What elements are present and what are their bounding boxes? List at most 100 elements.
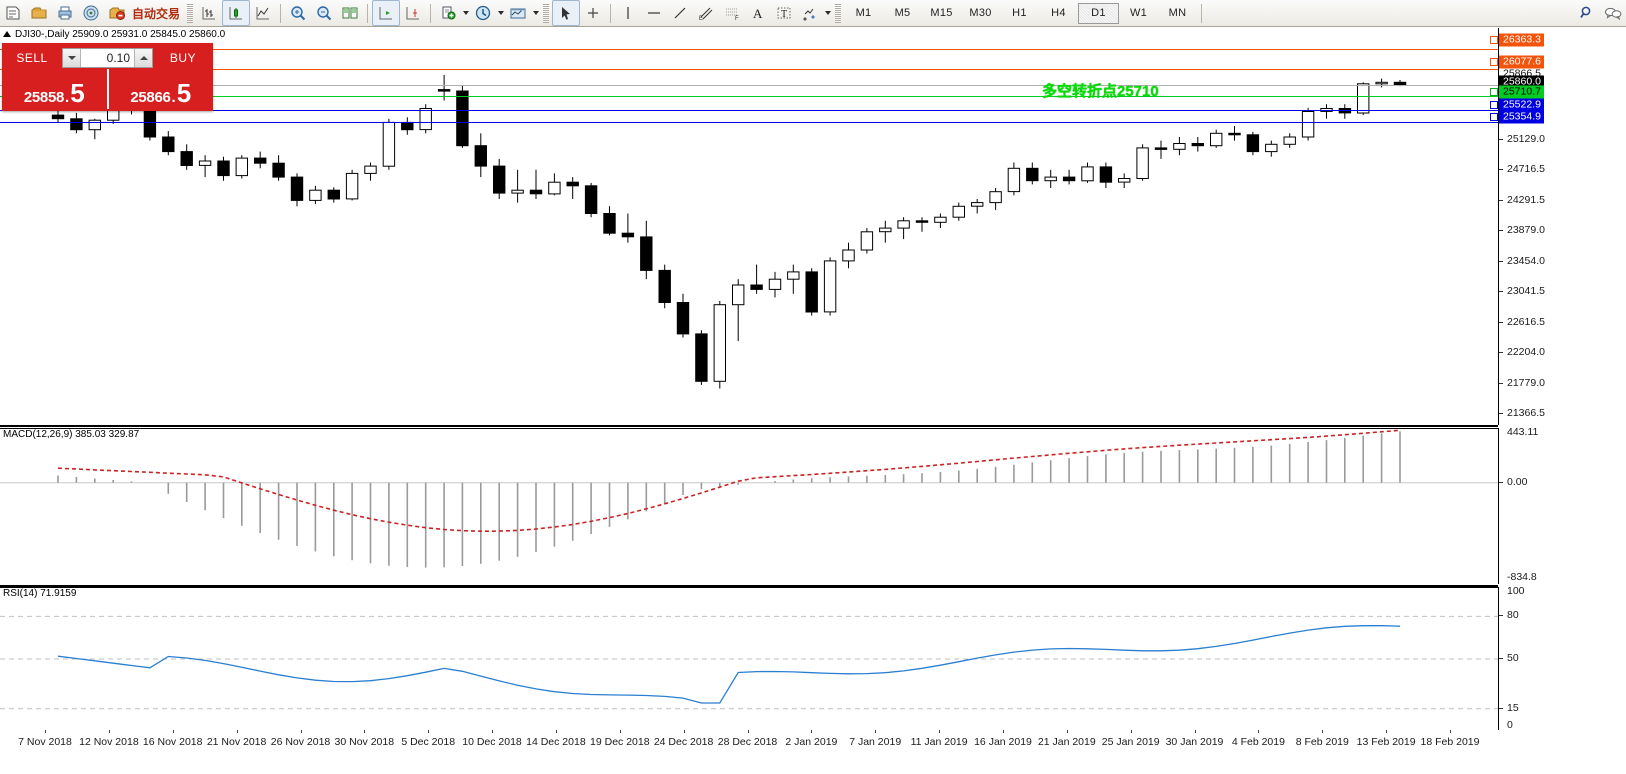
sell-button[interactable]: SELL (16, 50, 48, 65)
line-chart-icon[interactable] (250, 1, 276, 25)
one-click-trading-panel[interactable]: SELL 0.10 BUY 25858 . 5 25866 . 5 (2, 43, 213, 111)
templates-icon[interactable] (435, 1, 461, 25)
sell-price-box[interactable]: 25858 . 5 (2, 69, 107, 109)
expert-advisor-icon[interactable] (104, 1, 130, 25)
zoom-in-icon[interactable] (285, 1, 311, 25)
price-tick-label: 23041.5 (1507, 284, 1545, 297)
buy-button[interactable]: BUY (169, 50, 197, 65)
buy-price-box[interactable]: 25866 . 5 (106, 69, 214, 109)
timeframe-mn[interactable]: MN (1168, 7, 1187, 19)
price-tick-label: 24716.5 (1507, 162, 1545, 175)
trendline-icon[interactable] (667, 1, 693, 25)
level-line-pivot[interactable] (0, 96, 1498, 98)
cursor-icon[interactable] (552, 0, 581, 26)
toolbar-grip[interactable] (187, 3, 194, 23)
level-line-last-price[interactable] (0, 85, 1498, 87)
periodicity-icon[interactable] (470, 1, 496, 25)
chat-icon[interactable] (1600, 1, 1626, 25)
macd-pane[interactable] (0, 428, 1498, 587)
level-line-resistance-1[interactable] (0, 69, 1498, 71)
radar-icon[interactable] (78, 1, 104, 25)
shapes-icon[interactable] (797, 1, 823, 25)
timeframe-m15[interactable]: M15 (930, 7, 953, 19)
candlestick-chart-icon[interactable] (222, 0, 251, 26)
bid-flag[interactable]: 25860.0 (1499, 75, 1544, 89)
level-line-support-2[interactable] (0, 122, 1498, 123)
new-order-icon[interactable] (0, 1, 26, 25)
crosshair-icon[interactable] (580, 1, 606, 25)
volume-increase-button[interactable] (134, 48, 152, 67)
timeframe-h1[interactable]: H1 (1012, 7, 1027, 19)
level-line-resistance-2[interactable] (0, 48, 1498, 50)
timeframe-m5[interactable]: M5 (894, 7, 911, 19)
toolbar-grip-3[interactable] (835, 3, 842, 23)
timeframe-m30[interactable]: M30 (969, 7, 992, 19)
date-tick-label: 30 Jan 2019 (1165, 736, 1224, 748)
text-icon[interactable]: A (745, 1, 771, 25)
date-tick-label: 11 Jan 2019 (910, 736, 968, 748)
text-label-icon[interactable]: T (771, 1, 797, 25)
volume-stepper[interactable]: 0.10 (62, 47, 153, 68)
templates-dropdown-caret[interactable] (461, 1, 470, 25)
fibonacci-retracement-icon[interactable]: F (719, 1, 745, 25)
date-tick-label: 21 Jan 2019 (1037, 736, 1096, 748)
level-drag-handle[interactable] (1490, 36, 1498, 44)
date-tick (236, 730, 238, 733)
price-axis[interactable]: 25129.0 24716.5 24291.5 23879.0 23454.0 23041… (1498, 28, 1626, 425)
rsi-pane[interactable] (0, 587, 1498, 733)
zoom-out-icon[interactable] (311, 1, 337, 25)
auto-trading-label[interactable]: 自动交易 (132, 6, 181, 21)
printer-icon[interactable] (52, 1, 78, 25)
timeframe-m1[interactable]: M1 (855, 7, 872, 19)
horizontal-line-icon[interactable] (641, 1, 667, 25)
date-tick-label: 16 Jan 2019 (974, 736, 1032, 748)
toolbar-separator-2 (367, 3, 369, 23)
chart-collapse-icon[interactable] (3, 31, 11, 37)
folder-icon[interactable] (26, 1, 52, 25)
support-2-flag[interactable]: 25354.9 (1499, 110, 1544, 124)
support-1-flag[interactable]: 25522.9 (1499, 98, 1544, 112)
svg-text:T: T (781, 9, 787, 20)
price-chart-pane[interactable] (0, 40, 1498, 427)
timeframe-d1[interactable]: D1 (1078, 2, 1120, 24)
level-drag-handle[interactable] (1490, 101, 1498, 109)
date-tick (300, 730, 302, 733)
vertical-line-icon[interactable] (615, 1, 641, 25)
toolbar-grip-2[interactable] (543, 3, 550, 23)
price-tick-label: 25129.0 (1507, 132, 1545, 145)
shapes-dropdown-caret[interactable] (823, 1, 832, 25)
auto-scroll-icon[interactable] (372, 0, 401, 26)
date-tick (1194, 730, 1196, 733)
periodicity-dropdown-caret[interactable] (496, 1, 505, 25)
trade-panel-prices: 25858 . 5 25866 . 5 (2, 69, 213, 109)
level-drag-handle[interactable] (1490, 113, 1498, 121)
chart-shift-icon[interactable] (400, 1, 426, 25)
volume-input[interactable]: 0.10 (106, 50, 130, 65)
indicators-dropdown-caret[interactable] (531, 1, 540, 25)
date-tick (1130, 730, 1132, 733)
level-drag-handle[interactable] (1490, 58, 1498, 66)
date-tick (1066, 730, 1068, 733)
level-drag-handle[interactable] (1490, 88, 1498, 96)
volume-decrease-button[interactable] (63, 48, 81, 67)
date-tick-label: 21 Nov 2018 (206, 736, 267, 748)
indicators-icon[interactable] (505, 1, 531, 25)
search-icon[interactable] (1574, 1, 1600, 25)
date-axis: 7 Nov 2018 12 Nov 2018 16 Nov 2018 21 Nov 2… (0, 730, 1626, 774)
date-tick (875, 730, 877, 733)
date-tick-label: 14 Dec 2018 (526, 736, 586, 748)
macd-axis: 443.11 0.00 -834.8 (1498, 426, 1626, 584)
timeframe-h4[interactable]: H4 (1051, 7, 1066, 19)
date-tick (747, 730, 749, 733)
equidistant-channel-icon[interactable]: E (693, 1, 719, 25)
resistance-2-flag[interactable]: 26363.3 (1499, 33, 1544, 47)
pivot-flag[interactable]: 25710.7 (1499, 85, 1544, 99)
timeframe-w1[interactable]: W1 (1129, 7, 1148, 19)
price-tick (1499, 260, 1503, 262)
bar-chart-icon[interactable] (196, 1, 222, 25)
level-line-support-1[interactable] (0, 109, 1498, 111)
resistance-1-flag[interactable]: 26077.6 (1499, 55, 1544, 69)
sell-price-dot: . (65, 89, 70, 106)
tile-windows-icon[interactable] (337, 1, 363, 25)
rsi-tick-label: 100 (1507, 585, 1525, 597)
